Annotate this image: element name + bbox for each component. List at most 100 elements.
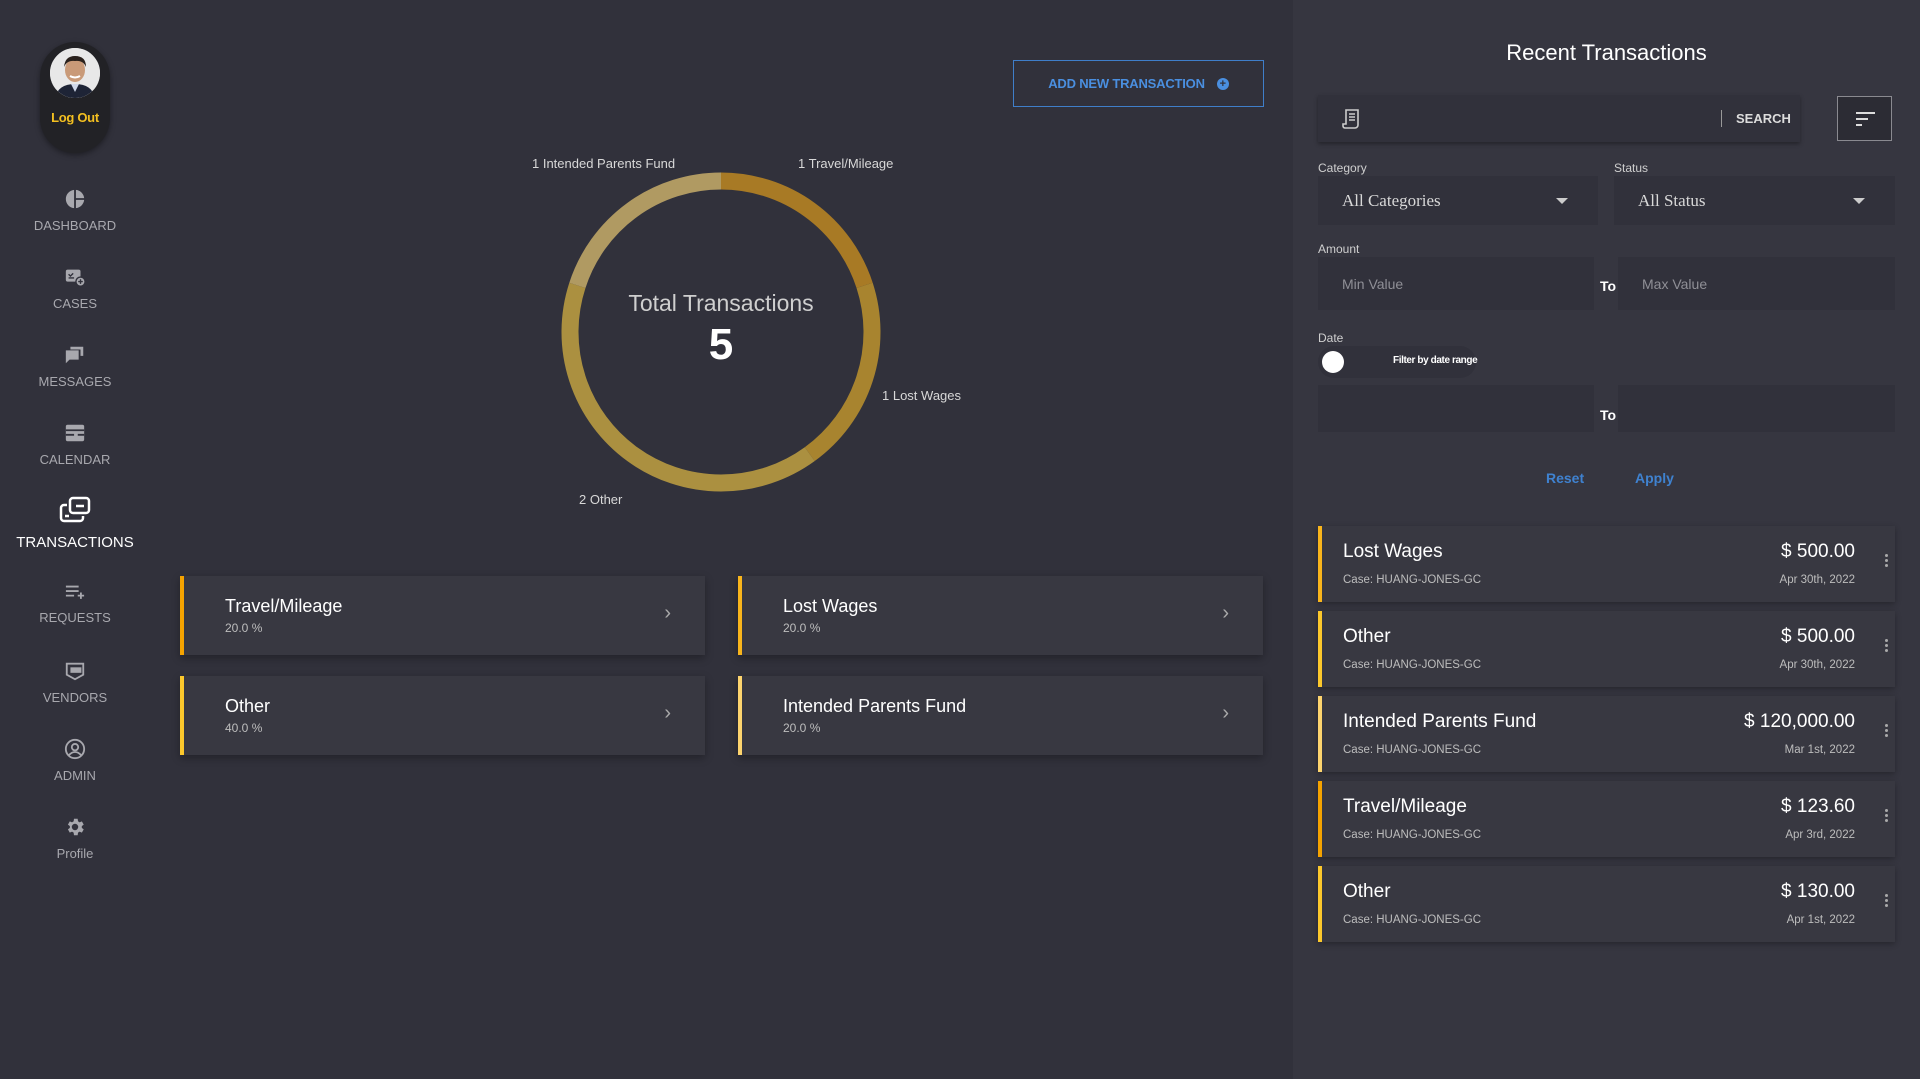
category-card-lost-wages[interactable]: Lost Wages 20.0 % › — [738, 576, 1263, 655]
category-name: Travel/Mileage — [225, 596, 343, 616]
category-label: Category — [1318, 161, 1367, 175]
sort-filter-button[interactable] — [1837, 96, 1892, 141]
category-name: Intended Parents Fund — [783, 696, 967, 716]
date-range-toggle[interactable]: Filter by date range — [1318, 346, 1478, 378]
transaction-amount: $ 500.00 — [1781, 626, 1855, 647]
user-pill[interactable]: Log Out — [40, 42, 110, 153]
amount-label: Amount — [1318, 242, 1360, 256]
add-transaction-label: ADD NEW TRANSACTION — [1048, 76, 1205, 91]
more-vert-icon[interactable] — [1883, 894, 1889, 909]
donut-label-intended-parents-fund: 1 Intended Parents Fund — [532, 156, 676, 171]
transaction-date: Apr 30th, 2022 — [1779, 574, 1855, 586]
total-transactions-label: Total Transactions — [628, 290, 814, 316]
donut-slice-other[interactable] — [561, 282, 815, 492]
caret-down-icon — [1853, 198, 1865, 204]
max-value-input[interactable]: Max Value — [1618, 257, 1895, 310]
category-card-intended-parents-fund[interactable]: Intended Parents Fund 20.0 % › — [738, 676, 1263, 755]
search-input[interactable] — [1372, 103, 1712, 134]
donut-slice-lost-wages[interactable] — [804, 282, 881, 462]
start-date-input[interactable] — [1318, 385, 1594, 432]
amount-to-label: To — [1600, 278, 1617, 294]
chevron-right-icon: › — [1222, 702, 1229, 724]
donut-slice-travel-mileage[interactable] — [720, 172, 873, 289]
vendor-icon — [65, 662, 85, 681]
sort-icon — [1856, 112, 1875, 126]
transaction-case: Case: HUANG-JONES-GC — [1343, 659, 1482, 671]
search-divider — [1721, 110, 1722, 127]
category-card-other[interactable]: Other 40.0 % › — [180, 676, 705, 755]
transaction-item[interactable]: Other Case: HUANG-JONES-GC $ 500.00 Apr … — [1318, 611, 1895, 687]
gear-icon — [67, 818, 84, 836]
logout-button[interactable]: Log Out — [51, 110, 99, 125]
caret-down-icon — [1556, 198, 1568, 204]
donut-chart — [561, 172, 881, 492]
sidebar-item-vendors[interactable]: VENDORS — [0, 660, 150, 705]
search-button[interactable]: SEARCH — [1736, 111, 1791, 126]
transaction-amount: $ 120,000.00 — [1744, 711, 1855, 732]
transaction-category: Lost Wages — [1343, 541, 1443, 562]
transaction-item[interactable]: Travel/Mileage Case: HUANG-JONES-GC $ 12… — [1318, 781, 1895, 857]
more-vert-icon[interactable] — [1883, 639, 1889, 654]
reset-button[interactable]: Reset — [1546, 470, 1585, 486]
transaction-category: Other — [1343, 626, 1391, 647]
add-new-transaction-button[interactable]: ADD NEW TRANSACTION + — [1013, 60, 1264, 107]
sidebar-item-transactions[interactable]: TRANSACTIONS — [0, 496, 150, 551]
transaction-date: Apr 3rd, 2022 — [1785, 829, 1855, 841]
transaction-case: Case: HUANG-JONES-GC — [1343, 829, 1482, 841]
search-bar: SEARCH — [1318, 95, 1800, 142]
cases-icon — [65, 269, 86, 287]
category-select[interactable]: All Categories — [1318, 176, 1598, 225]
category-name: Lost Wages — [783, 596, 878, 616]
sidebar-item-profile[interactable]: Profile — [0, 816, 150, 861]
transaction-item[interactable]: Lost Wages Case: HUANG-JONES-GC $ 500.00… — [1318, 526, 1895, 602]
sidebar-item-label: TRANSACTIONS — [16, 534, 134, 551]
transaction-date: Apr 30th, 2022 — [1779, 659, 1855, 671]
transaction-item[interactable]: Other Case: HUANG-JONES-GC $ 130.00 Apr … — [1318, 866, 1895, 942]
donut-label-lost-wages: 1 Lost Wages — [882, 388, 962, 403]
transaction-category: Intended Parents Fund — [1343, 711, 1537, 732]
donut-label-travel-mileage: 1 Travel/Mileage — [798, 156, 894, 171]
chevron-right-icon: › — [664, 602, 671, 624]
donut-slice-intended-parents-fund[interactable] — [569, 172, 722, 289]
sidebar-item-cases[interactable]: CASES — [0, 266, 150, 311]
category-percent: 20.0 % — [225, 621, 263, 635]
more-vert-icon[interactable] — [1883, 809, 1889, 824]
chat-icon — [65, 346, 84, 364]
total-transactions-value: 5 — [708, 320, 734, 369]
chevron-right-icon: › — [1222, 602, 1229, 624]
transaction-amount: $ 500.00 — [1781, 541, 1855, 562]
status-select-value: All Status — [1638, 190, 1706, 210]
apply-button[interactable]: Apply — [1635, 470, 1674, 486]
sidebar-item-messages[interactable]: MESSAGES — [0, 344, 150, 389]
status-select[interactable]: All Status — [1614, 176, 1895, 225]
avatar — [50, 48, 100, 98]
date-to-label: To — [1600, 407, 1617, 423]
transaction-date: Apr 1st, 2022 — [1786, 914, 1855, 926]
category-card-travel-mileage[interactable]: Travel/Mileage 20.0 % › — [180, 576, 705, 655]
sidebar-item-requests[interactable]: REQUESTS — [0, 582, 150, 625]
panel-title: Recent Transactions — [1506, 40, 1707, 65]
chevron-right-icon: › — [664, 702, 671, 724]
category-select-value: All Categories — [1342, 190, 1441, 210]
more-vert-icon[interactable] — [1883, 724, 1889, 739]
sidebar-item-dashboard[interactable]: DASHBOARD — [0, 188, 150, 233]
end-date-input[interactable] — [1618, 385, 1895, 432]
min-value-placeholder: Min Value — [1342, 275, 1404, 292]
transaction-item[interactable]: Intended Parents Fund Case: HUANG-JONES-… — [1318, 696, 1895, 772]
category-percent: 40.0 % — [225, 721, 263, 735]
sidebar-item-calendar[interactable]: CALENDAR — [0, 422, 150, 467]
more-vert-icon[interactable] — [1883, 554, 1889, 569]
sidebar-item-label: CASES — [52, 296, 98, 311]
pie-chart-icon — [65, 189, 85, 209]
transactions-icon — [59, 496, 91, 523]
playlist-add-icon — [65, 585, 85, 599]
sidebar-item-label: MESSAGES — [38, 374, 112, 389]
min-value-input[interactable]: Min Value — [1318, 257, 1594, 310]
calendar-icon — [65, 424, 85, 442]
sidebar-item-label: REQUESTS — [39, 610, 111, 625]
transaction-amount: $ 130.00 — [1781, 881, 1855, 902]
plus-circle-icon: + — [1216, 77, 1229, 90]
sidebar-item-admin[interactable]: ADMIN — [0, 738, 150, 783]
date-label: Date — [1318, 331, 1344, 345]
date-toggle-label: Filter by date range — [1393, 355, 1478, 366]
